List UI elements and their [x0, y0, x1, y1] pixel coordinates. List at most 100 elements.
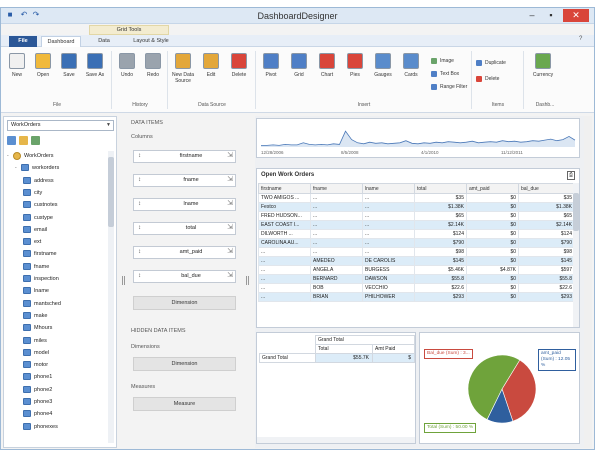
new-button[interactable]: New	[5, 53, 29, 95]
tree-field-mantsched[interactable]: mantsched	[23, 299, 61, 310]
duplicate-small-button[interactable]: Duplicate	[476, 59, 506, 67]
redo-quick-icon[interactable]: ↷	[32, 10, 40, 19]
scrollbar-thumb[interactable]	[573, 193, 579, 231]
new-data-source-button[interactable]: New Data Source	[171, 53, 195, 95]
table-row[interactable]: ... AMEDEO DE CAROLIS $145 $0 $145	[258, 256, 575, 266]
grid-column-header-amt-paid[interactable]: amt_paid	[466, 183, 519, 194]
pivot-scrollbar[interactable]	[257, 437, 415, 443]
sort-icon[interactable]: ↕	[138, 225, 141, 231]
grid-column-header-lname[interactable]: lname	[362, 183, 415, 194]
group-by-type-icon[interactable]	[7, 136, 16, 145]
tree-field-phone4[interactable]: phone4	[23, 409, 52, 420]
tab-layout-style[interactable]: Layout & Style	[133, 38, 169, 44]
tree-field-motor[interactable]: motor	[23, 360, 48, 371]
left-splitter-handle[interactable]	[122, 276, 125, 285]
tree-field-firstname[interactable]: firstname	[23, 249, 57, 260]
grid-button[interactable]: Grid	[287, 53, 311, 95]
redo-button[interactable]: Redo	[141, 53, 165, 95]
open-button[interactable]: Open	[31, 53, 55, 95]
table-row[interactable]: ... ANGELA BURGESS $5.46K $4.87K $597	[258, 265, 575, 275]
window-scrollbar[interactable]	[584, 116, 592, 448]
tree-field-phone1[interactable]: phone1	[23, 372, 52, 383]
table-row[interactable]: ... BRIAN PHILHOWER $293 $0 $293	[258, 292, 575, 302]
tree-field-miles[interactable]: miles	[23, 336, 47, 347]
tree-field-mhours[interactable]: Mhours	[23, 323, 52, 334]
tree-field-phone3[interactable]: phone3	[23, 397, 52, 408]
minimize-button[interactable]: –	[529, 10, 535, 20]
sort-icon[interactable]: ↕	[138, 153, 141, 159]
tree-field-phonexes[interactable]: phonexes	[23, 422, 58, 433]
right-splitter-handle[interactable]	[246, 276, 249, 285]
pivot-button[interactable]: Pivot	[259, 53, 283, 95]
tab-dashboard[interactable]: Dashboard	[41, 36, 81, 47]
column-options-icon[interactable]: ⇲	[227, 200, 233, 207]
close-button[interactable]: ✕	[563, 9, 589, 22]
field-tree-scrollbar[interactable]	[108, 151, 114, 443]
pies-button[interactable]: Pies	[343, 53, 367, 95]
edit-button[interactable]: Edit	[199, 53, 223, 95]
column-item-fname[interactable]: ↕ fname	[133, 174, 236, 187]
table-row[interactable]: ... BOB VECCHIO $22.6 $0 $22.6	[258, 283, 575, 293]
scrollbar-thumb[interactable]	[108, 157, 114, 227]
sort-icon[interactable]: ↕	[138, 273, 141, 279]
chart-button[interactable]: Chart	[315, 53, 339, 95]
tree-field-address[interactable]: address	[23, 176, 54, 187]
column-item-total[interactable]: ↕ total	[133, 222, 236, 235]
hidden-dimension-holder[interactable]: Dimension	[133, 357, 236, 371]
tree-node-workorders[interactable]: - workorders	[15, 163, 59, 174]
column-item-lname[interactable]: ↕ lname	[133, 198, 236, 211]
table-row[interactable]: DILWORTH ......... $124 $0 $124	[258, 229, 575, 239]
tree-field-custype[interactable]: custype	[23, 213, 53, 224]
export-icon[interactable]: ⎙	[567, 171, 575, 180]
save-button[interactable]: Save	[57, 53, 81, 95]
delete-button[interactable]: Delete	[227, 53, 251, 95]
sort-icon[interactable]: ↕	[138, 177, 141, 183]
maximize-button[interactable]: ▪	[549, 10, 553, 20]
table-row[interactable]: Festco...... $1.38K $0 $1.38K	[258, 202, 575, 212]
ribbon-collapse-icon[interactable]: ?	[579, 36, 583, 42]
tree-field-lname[interactable]: lname	[23, 286, 49, 297]
range-filter[interactable]: 12/28/2006 8/5/2008 4/1/2010 11/12/2011	[256, 118, 580, 158]
tree-field-fname[interactable]: fname	[23, 262, 49, 273]
sort-icon[interactable]: ↕	[138, 249, 141, 255]
column-options-icon[interactable]: ⇲	[227, 248, 233, 255]
currency-button[interactable]: Currency	[531, 53, 555, 95]
delete-small-button[interactable]: Delete	[476, 75, 499, 83]
cards-button[interactable]: Cards	[399, 53, 423, 95]
tree-field-phone2[interactable]: phone2	[23, 385, 52, 396]
tree-toggle-icon[interactable]: -	[7, 153, 9, 159]
column-options-icon[interactable]: ⇲	[227, 224, 233, 231]
grid-column-header-fname[interactable]: fname	[310, 183, 363, 194]
tree-toggle-icon[interactable]: -	[15, 165, 17, 172]
grid-column-header-total[interactable]: total	[414, 183, 467, 194]
hidden-measure-holder[interactable]: Measure	[133, 397, 236, 411]
column-item-amt-paid[interactable]: ↕ amt_paid	[133, 246, 236, 259]
grid-column-header-firstname[interactable]: firstname	[258, 183, 311, 194]
tree-field-custnotes[interactable]: custnotes	[23, 200, 58, 211]
undo-quick-icon[interactable]: ↶	[20, 10, 28, 19]
data-source-select[interactable]: WorkOrders ▼	[7, 120, 114, 131]
tab-file[interactable]: File	[9, 36, 37, 47]
tree-field-ext[interactable]: ext	[23, 237, 41, 248]
table-row[interactable]: FRED HUDSON......... $65 $0 $65	[258, 211, 575, 221]
tree-field-city[interactable]: city	[23, 188, 42, 199]
tree-field-model[interactable]: model	[23, 348, 49, 359]
range-filter-small-button[interactable]: Range Filter	[431, 83, 467, 91]
app-icon[interactable]: ■	[7, 10, 13, 19]
tree-field-make[interactable]: make	[23, 311, 47, 322]
save-as-button[interactable]: Save As	[83, 53, 107, 95]
tree-field-email[interactable]: email	[23, 225, 47, 236]
column-item-firstname[interactable]: ↕ firstname	[133, 150, 236, 163]
dimension-drop-holder[interactable]: Dimension	[133, 296, 236, 310]
gauges-button[interactable]: Gauges	[371, 53, 395, 95]
table-row[interactable]: ... BERNARD DAWSON $55.8 $0 $55.8	[258, 274, 575, 284]
table-row[interactable]: CAROLINA AU......... $790 $0 $790	[258, 238, 575, 248]
undo-button[interactable]: Undo	[115, 53, 139, 95]
add-calculated-field-icon[interactable]	[19, 136, 28, 145]
column-options-icon[interactable]: ⇲	[227, 176, 233, 183]
image-small-button[interactable]: Image	[431, 57, 454, 65]
table-row[interactable]: EAST COAST I......... $2.14K $0 $2.14K	[258, 220, 575, 230]
grid-scrollbar[interactable]	[573, 183, 579, 327]
column-options-icon[interactable]: ⇲	[227, 272, 233, 279]
tree-node-workorders[interactable]: - WorkOrders	[7, 151, 54, 162]
